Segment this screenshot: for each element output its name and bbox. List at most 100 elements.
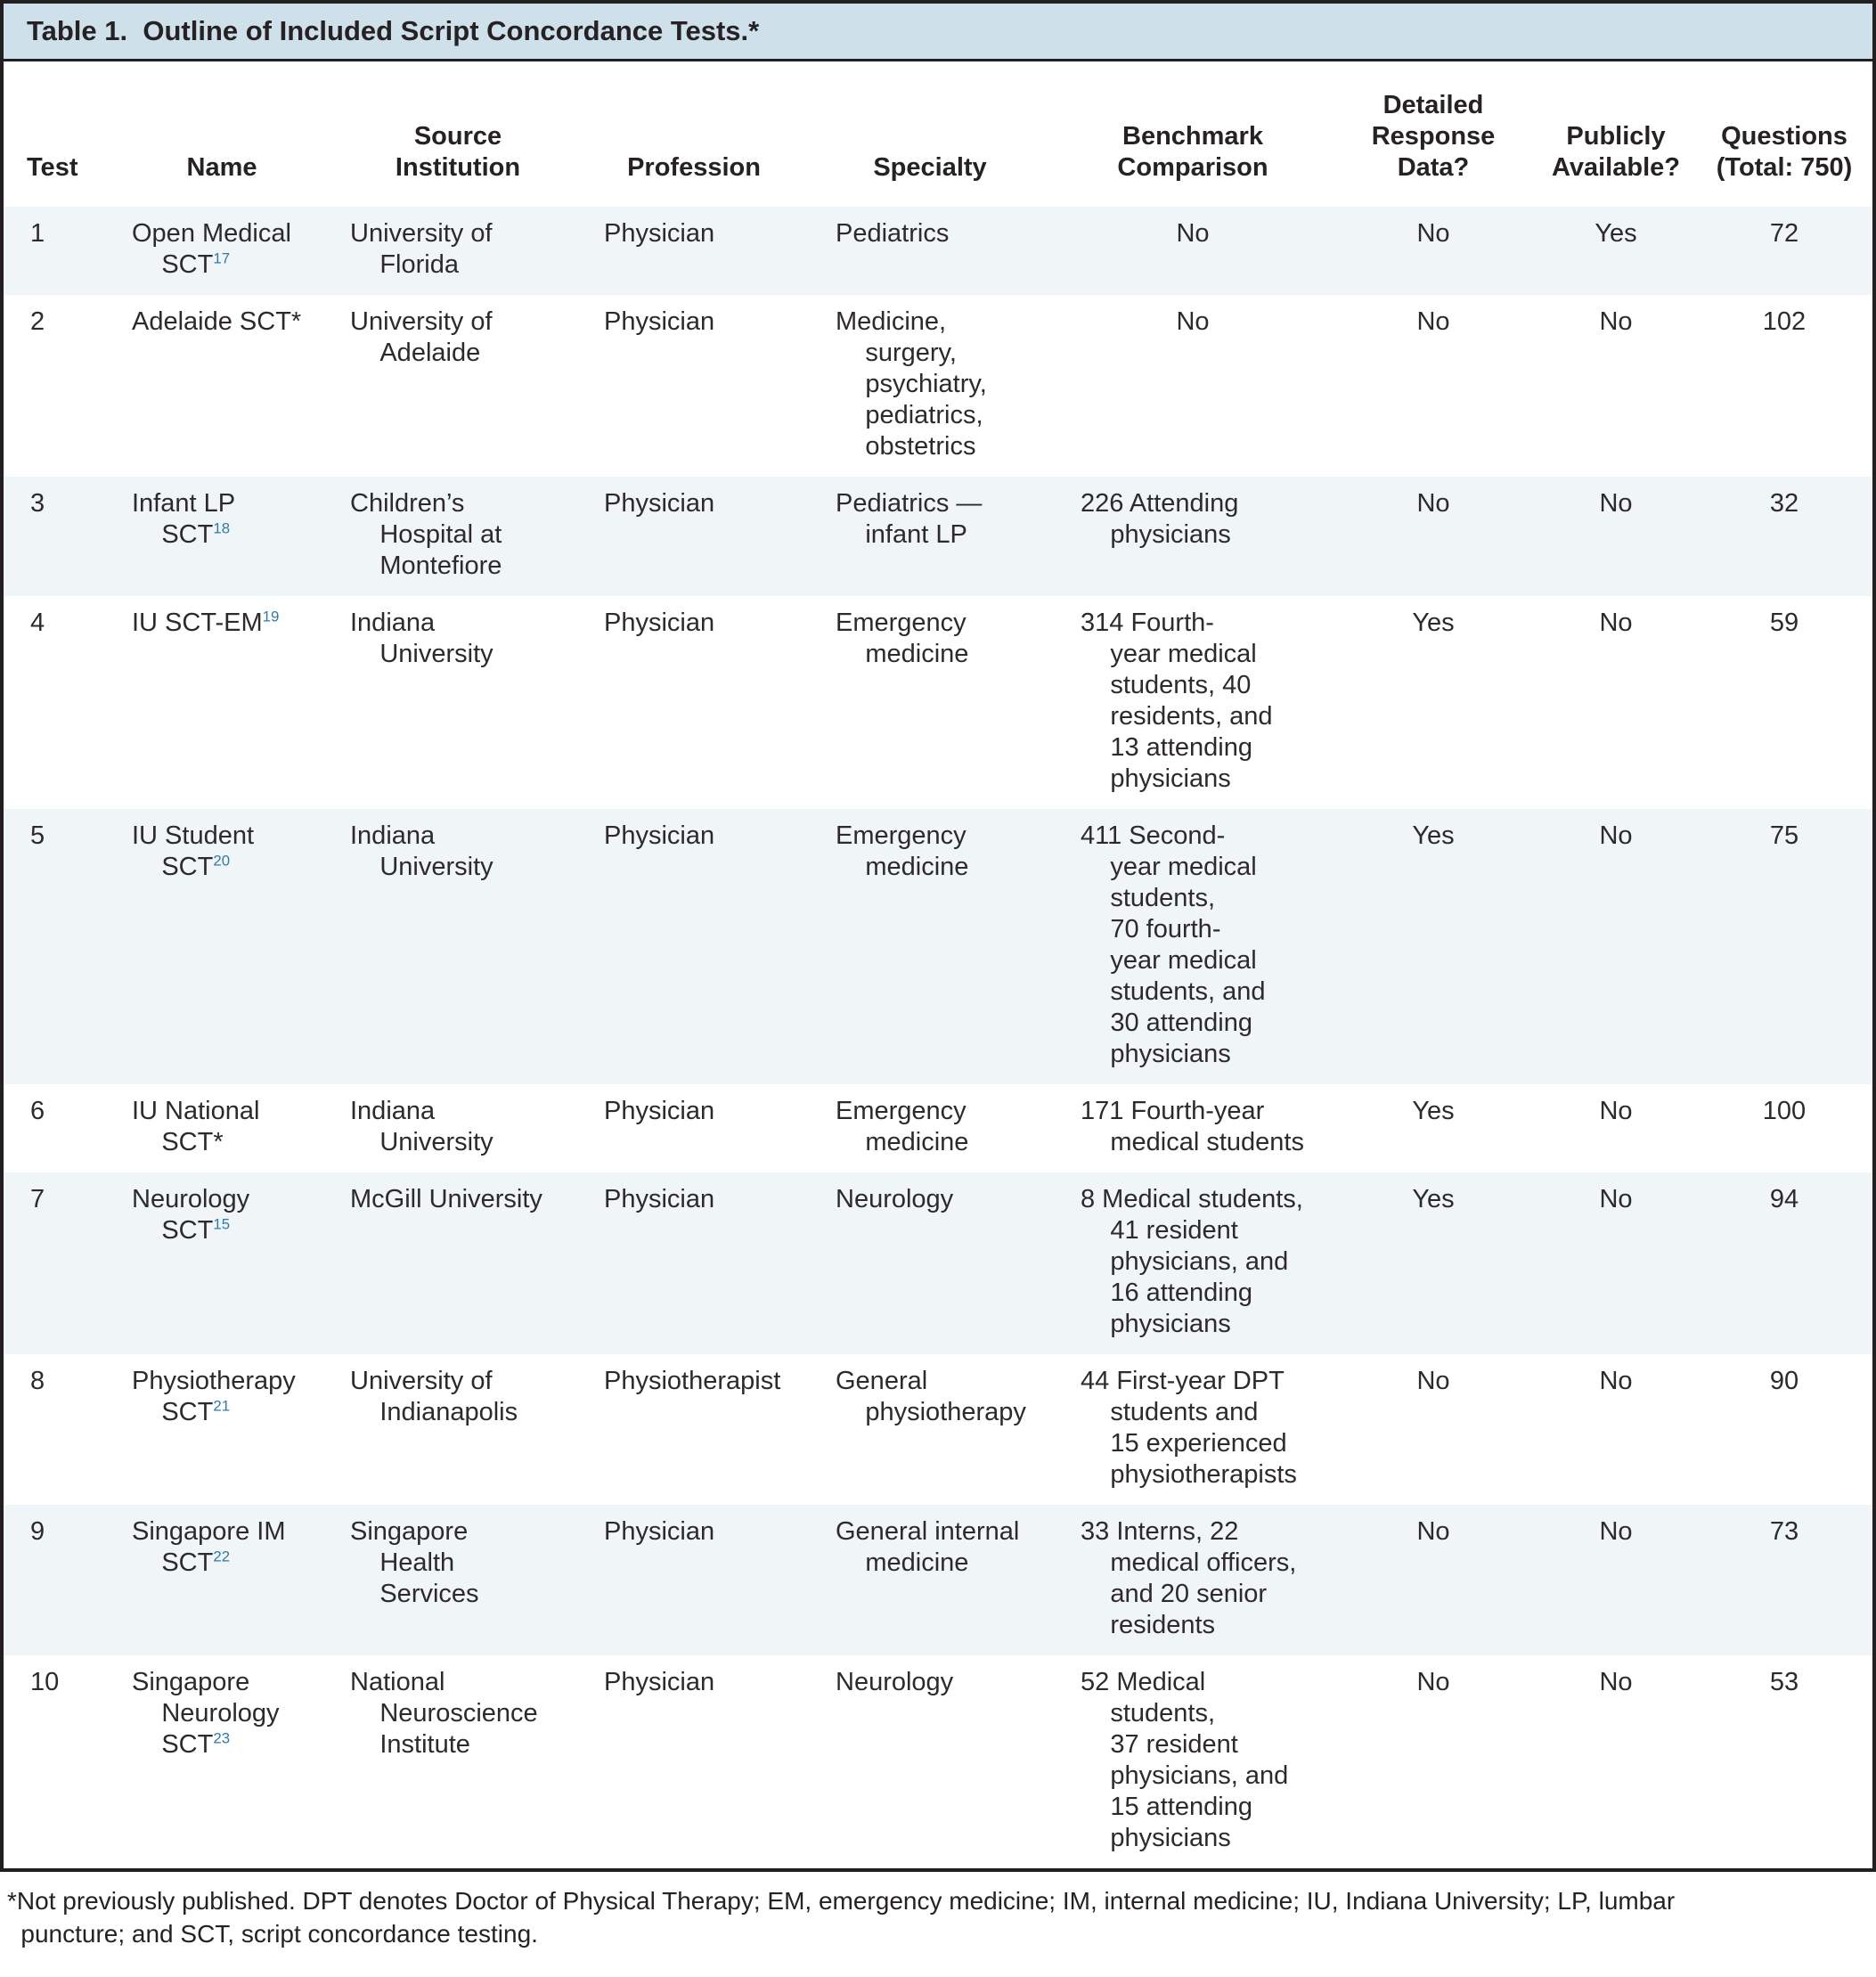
table-row: 8 Physiotherapy SCT21 University of Indi… — [4, 1354, 1872, 1505]
cell-publicly-available: No — [1599, 1097, 1633, 1125]
cell-publicly-available: No — [1599, 1517, 1633, 1546]
cell-name: Open Medical SCT17 — [110, 207, 333, 295]
col-header-detailed-response-data: Detailed Response Data? — [1371, 91, 1496, 182]
cell-profession: Physician — [604, 821, 715, 850]
cell-test-number: 6 — [30, 1097, 45, 1125]
cell-test-number: 1 — [30, 219, 45, 248]
cell-profession: Physician — [604, 307, 715, 336]
cell-profession: Physician — [604, 609, 715, 637]
test-name: Neurology SCT — [132, 1185, 250, 1245]
table-box: Table 1. Outline of Included Script Conc… — [0, 0, 1876, 1872]
cell-test-number: 8 — [30, 1367, 45, 1395]
cell-detailed-response-data: No — [1416, 489, 1450, 518]
cell-questions: 75 — [1769, 821, 1799, 850]
cell-questions: 100 — [1762, 1097, 1807, 1125]
cell-publicly-available: No — [1599, 1668, 1633, 1696]
cell-detailed-response-data: No — [1416, 219, 1450, 248]
reference-superscript: 22 — [213, 1548, 231, 1565]
reference-superscript: 19 — [262, 608, 280, 625]
col-header-source-institution: Source Institution — [395, 122, 521, 182]
cell-specialty: Emergency medicine — [836, 821, 969, 881]
col-header-questions: Questions (Total: 750) — [1716, 122, 1853, 182]
cell-source-institution: Singapore Health Services — [350, 1517, 479, 1608]
cell-questions: 32 — [1769, 489, 1799, 518]
cell-detailed-response-data: No — [1416, 1517, 1450, 1546]
cell-name: Infant LP SCT18 — [110, 477, 333, 596]
cell-name: Adelaide SCT* — [110, 295, 333, 477]
reference-superscript: 18 — [213, 519, 231, 537]
cell-publicly-available: Yes — [1595, 219, 1637, 248]
cell-specialty: General internal medicine — [836, 1517, 1020, 1577]
cell-source-institution: McGill University — [350, 1185, 542, 1213]
cell-test-number: 3 — [30, 489, 45, 518]
test-name: Infant LP SCT — [132, 489, 236, 549]
test-name: IU Student SCT — [132, 821, 255, 881]
cell-test-number: 2 — [30, 307, 45, 336]
cell-specialty: Pediatrics — [836, 219, 950, 248]
cell-publicly-available: No — [1599, 1185, 1633, 1213]
cell-profession: Physician — [604, 219, 715, 248]
col-header-publicly-available: Publicly Available? — [1552, 122, 1680, 182]
cell-detailed-response-data: Yes — [1412, 1097, 1455, 1125]
cell-detailed-response-data: No — [1416, 1668, 1450, 1696]
cell-profession: Physician — [604, 1517, 715, 1546]
cell-detailed-response-data: No — [1416, 1367, 1450, 1395]
cell-test-number: 5 — [30, 821, 45, 850]
cell-benchmark-comparison: 226 Attending physicians — [1081, 489, 1239, 549]
test-name: Adelaide SCT* — [132, 307, 302, 336]
reference-superscript: 20 — [213, 852, 231, 870]
cell-profession: Physician — [604, 1668, 715, 1696]
cell-detailed-response-data: Yes — [1412, 1185, 1455, 1213]
test-name: Singapore IM SCT — [132, 1517, 286, 1577]
cell-name: IU Student SCT20 — [110, 809, 333, 1084]
reference-superscript: 17 — [213, 249, 231, 267]
test-name: IU National SCT* — [132, 1097, 260, 1156]
cell-test-number: 10 — [30, 1668, 60, 1696]
table-row: 9 Singapore IM SCT22 Singapore Health Se… — [4, 1505, 1872, 1655]
cell-publicly-available: No — [1599, 489, 1633, 518]
cell-name: Singapore IM SCT22 — [110, 1505, 333, 1655]
cell-specialty: General physiotherapy — [836, 1367, 1026, 1426]
table-row: 5 IU Student SCT20 Indiana University Ph… — [4, 809, 1872, 1084]
cell-benchmark-comparison: 411 Second- year medical students, 70 fo… — [1081, 821, 1266, 1068]
cell-name: IU National SCT* — [110, 1084, 333, 1172]
cell-benchmark-comparison: 314 Fourth- year medical students, 40 re… — [1081, 609, 1273, 793]
test-name: Singapore Neurology SCT — [132, 1668, 280, 1759]
table-row: 4 IU SCT-EM19 Indiana University Physici… — [4, 596, 1872, 809]
table-title: Table 1. Outline of Included Script Conc… — [27, 15, 760, 46]
cell-name: Singapore Neurology SCT23 — [110, 1655, 333, 1868]
col-header-profession: Profession — [627, 153, 761, 182]
cell-benchmark-comparison: 171 Fourth-year medical students — [1081, 1097, 1304, 1156]
cell-profession: Physician — [604, 1185, 715, 1213]
cell-benchmark-comparison: No — [1176, 219, 1210, 248]
cell-source-institution: National Neuroscience Institute — [350, 1668, 538, 1759]
table-body: 1 Open Medical SCT17 University of Flori… — [4, 207, 1872, 1868]
cell-source-institution: Indiana University — [350, 609, 493, 668]
cell-questions: 59 — [1769, 609, 1799, 637]
cell-source-institution: University of Adelaide — [350, 307, 493, 367]
table-row: 6 IU National SCT* Indiana University Ph… — [4, 1084, 1872, 1172]
sct-table: Test Name Source Institution Profession … — [4, 61, 1872, 1868]
table-row: 1 Open Medical SCT17 University of Flori… — [4, 207, 1872, 295]
table-title-bar: Table 1. Outline of Included Script Conc… — [4, 4, 1872, 61]
cell-profession: Physiotherapist — [604, 1367, 781, 1395]
cell-detailed-response-data: Yes — [1412, 821, 1455, 850]
cell-questions: 94 — [1769, 1185, 1799, 1213]
cell-source-institution: University of Florida — [350, 219, 493, 279]
col-header-test: Test — [27, 153, 78, 182]
test-name: IU SCT-EM — [132, 609, 263, 637]
cell-publicly-available: No — [1599, 821, 1633, 850]
cell-specialty: Emergency medicine — [836, 609, 969, 668]
reference-superscript: 21 — [213, 1397, 231, 1415]
cell-benchmark-comparison: No — [1176, 307, 1210, 336]
cell-benchmark-comparison: 8 Medical students, 41 resident physicia… — [1081, 1185, 1303, 1338]
cell-source-institution: University of Indianapolis — [350, 1367, 518, 1426]
cell-name: IU SCT-EM19 — [110, 596, 333, 809]
cell-benchmark-comparison: 44 First-year DPT students and 15 experi… — [1081, 1367, 1297, 1489]
table-row: 2 Adelaide SCT* University of Adelaide P… — [4, 295, 1872, 477]
cell-name: Neurology SCT15 — [110, 1172, 333, 1354]
col-header-name: Name — [186, 153, 257, 182]
cell-questions: 72 — [1769, 219, 1799, 248]
col-header-specialty: Specialty — [873, 153, 987, 182]
